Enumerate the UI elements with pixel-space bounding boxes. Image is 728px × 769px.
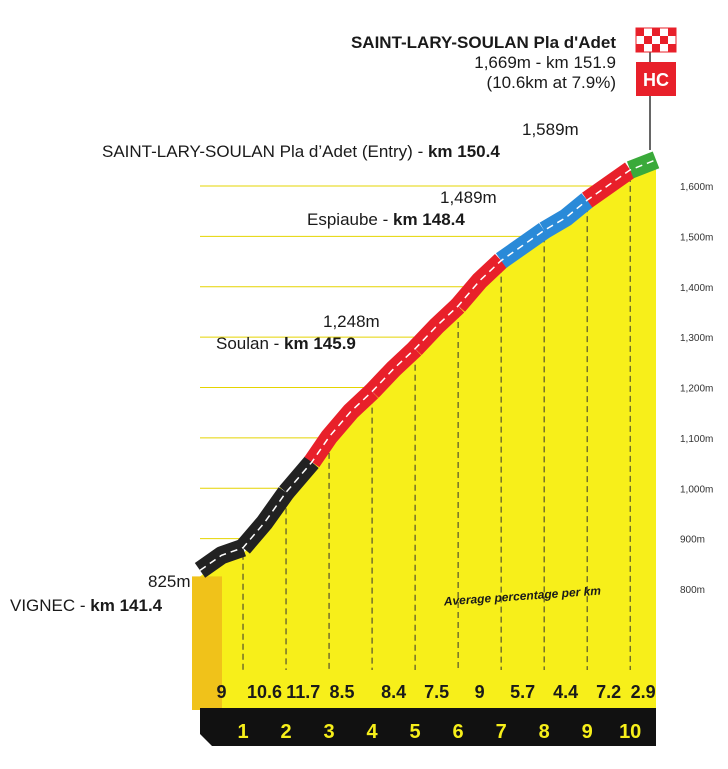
espiaube-label: Espiaube - km 148.4 [307, 210, 465, 230]
espiaube-altitude: 1,489m [440, 188, 497, 207]
ytick-800m: 800m [680, 585, 705, 596]
start-block [192, 576, 222, 710]
ytick-1,100m: 1,100m [680, 434, 713, 445]
ytick-1,500m: 1,500m [680, 232, 713, 243]
distance-bar [200, 708, 656, 746]
xtick-6: 6 [453, 721, 464, 743]
vignec-altitude: 825m [148, 572, 191, 591]
gradient-label-11: 2.9 [631, 682, 656, 702]
espiaube-name: Espiaube - [307, 210, 393, 229]
vignec-name: VIGNEC - [10, 596, 91, 615]
finish-flag-border [635, 27, 677, 53]
gradient-label-9: 4.4 [553, 682, 578, 702]
xtick-2: 2 [280, 721, 291, 743]
xtick-10: 10 [619, 721, 641, 743]
entry-km: km 150.4 [427, 142, 500, 161]
soulan-altitude: 1,248m [323, 312, 380, 331]
vignec-km: km 141.4 [90, 596, 163, 615]
entry-name: SAINT-LARY-SOULAN Pla d’Adet (Entry) - [102, 142, 428, 161]
xtick-8: 8 [539, 721, 550, 743]
category-badge [636, 62, 676, 96]
ytick-1,000m: 1,000m [680, 484, 713, 495]
gradient-label-4: 8.5 [329, 682, 354, 702]
soulan-km: km 145.9 [284, 334, 356, 353]
ytick-1,200m: 1,200m [680, 384, 713, 395]
gradient-label-7: 9 [475, 682, 485, 702]
xtick-3: 3 [323, 721, 334, 743]
xtick-1: 1 [237, 721, 248, 743]
finish-altitude: 1,669m - km 151.9 [474, 53, 616, 72]
xtick-4: 4 [367, 721, 379, 743]
ytick-900m: 900m [680, 535, 705, 546]
vignec-label: VIGNEC - km 141.4 [10, 596, 162, 616]
xtick-7: 7 [496, 721, 507, 743]
gradient-label-8: 5.7 [510, 682, 535, 702]
profile-area [200, 165, 656, 711]
gradient-label-3: 11.7 [286, 682, 320, 702]
gradient-label-6: 7.5 [424, 682, 449, 702]
entry-altitude: 1,589m [522, 120, 579, 139]
xtick-9: 9 [582, 721, 593, 743]
gradient-label-1: 9 [217, 682, 227, 702]
finish-flag-icon [636, 28, 676, 52]
finish-summary: (10.6km at 7.9%) [486, 73, 616, 92]
xtick-5: 5 [410, 721, 421, 743]
profile-centerline [199, 159, 657, 572]
gradient-label-2: 10.6 [247, 682, 282, 702]
soulan-name: Soulan - [216, 334, 285, 353]
ytick-1,400m: 1,400m [680, 283, 713, 294]
gradient-label-10: 7.2 [596, 682, 621, 702]
category-label: HC [643, 70, 669, 90]
ytick-1,300m: 1,300m [680, 333, 713, 344]
entry-label: SAINT-LARY-SOULAN Pla d’Adet (Entry) - k… [102, 142, 500, 162]
ytick-1,600m: 1,600m [680, 182, 713, 193]
gradient-label-5: 8.4 [381, 682, 406, 702]
finish-title: SAINT-LARY-SOULAN Pla d'Adet [350, 33, 616, 52]
soulan-label: Soulan - km 145.9 [216, 334, 356, 354]
espiaube-km: km 148.4 [393, 210, 465, 229]
